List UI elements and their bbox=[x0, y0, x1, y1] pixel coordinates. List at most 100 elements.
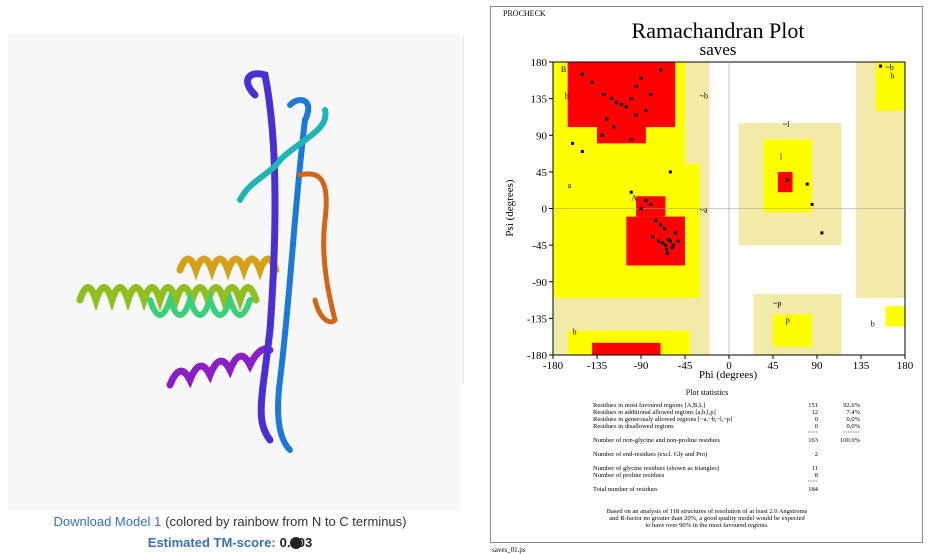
residue-point bbox=[659, 223, 662, 226]
stats-title: Plot statistics bbox=[686, 388, 728, 397]
region bbox=[597, 123, 646, 143]
residue-point bbox=[786, 179, 789, 182]
region-label: b bbox=[890, 71, 894, 80]
download-note: (colored by rainbow from N to C terminus… bbox=[165, 514, 406, 529]
residue-point bbox=[644, 199, 647, 202]
region-label: b bbox=[573, 328, 577, 337]
note-line: Based on an analysis of 118 structures o… bbox=[607, 508, 808, 515]
residue-point bbox=[581, 150, 584, 153]
stat-count: 12 bbox=[812, 409, 819, 416]
region-label: b bbox=[871, 320, 875, 329]
region-label: b bbox=[565, 92, 569, 101]
residue-point bbox=[610, 97, 613, 100]
residue-point bbox=[669, 170, 672, 173]
residue-point bbox=[677, 240, 680, 243]
residue-point bbox=[630, 191, 633, 194]
stat-count: 11 bbox=[812, 465, 818, 472]
stat-label: Residues in most favoured regions [A,B,L… bbox=[593, 402, 705, 409]
stat-count: 0 bbox=[815, 416, 818, 423]
stat-label: Residues in additional allowed regions [… bbox=[593, 409, 716, 416]
residue-point bbox=[669, 240, 672, 243]
region-label: ~a bbox=[700, 206, 708, 215]
region-label: ~b bbox=[700, 92, 708, 101]
y-tick-label: -45 bbox=[532, 240, 547, 252]
residue-point bbox=[630, 97, 633, 100]
residue-point bbox=[640, 207, 643, 210]
residue-point bbox=[649, 203, 652, 206]
y-tick-label: -180 bbox=[527, 350, 548, 362]
procheck-header: PROCHECK bbox=[503, 9, 546, 18]
region-label: ~l bbox=[783, 120, 790, 129]
region bbox=[568, 62, 676, 127]
region bbox=[773, 314, 812, 347]
region bbox=[885, 306, 905, 326]
help-icon[interactable] bbox=[290, 537, 302, 549]
region bbox=[636, 196, 665, 216]
region bbox=[778, 172, 793, 192]
residue-point bbox=[879, 65, 882, 68]
x-tick-label: 90 bbox=[812, 360, 824, 372]
residue-point bbox=[615, 101, 618, 104]
stat-percent: 0.0% bbox=[846, 423, 860, 430]
residue-point bbox=[666, 252, 669, 255]
residue-point bbox=[657, 240, 660, 243]
y-tick-label: 45 bbox=[536, 167, 548, 179]
x-tick-label: 180 bbox=[897, 360, 914, 372]
residue-point bbox=[635, 85, 638, 88]
stat-label: Residues in generously allowed regions [… bbox=[593, 416, 732, 423]
stat-label: Total number of residues bbox=[593, 486, 658, 493]
y-tick-label: -135 bbox=[527, 313, 548, 325]
tm-line: Estimated TM-score:0.403 bbox=[148, 535, 312, 550]
x-tick-label: 45 bbox=[768, 360, 780, 372]
region bbox=[626, 217, 685, 266]
residue-point bbox=[665, 248, 668, 251]
plot-subtitle: saves bbox=[700, 40, 737, 59]
residue-point bbox=[605, 117, 608, 120]
residue-point bbox=[644, 109, 647, 112]
residue-point bbox=[659, 69, 662, 72]
stat-label: Residues in disallowed regions bbox=[593, 423, 674, 430]
stat-label: Number of end-residues (excl. Gly and Pr… bbox=[593, 451, 707, 458]
y-tick-label: 135 bbox=[531, 94, 548, 106]
footer: saves_01.ps bbox=[492, 546, 526, 554]
stat-count: 0 bbox=[815, 423, 818, 430]
region bbox=[592, 343, 660, 355]
stat-count: 2 bbox=[815, 451, 818, 458]
x-tick-label: -45 bbox=[678, 360, 693, 372]
download-link[interactable]: Download Model 1 bbox=[54, 514, 162, 529]
x-tick-label: -135 bbox=[587, 360, 608, 372]
y-axis-label: Psi (degrees) bbox=[504, 179, 516, 236]
page: { "left_panel": { "download_link": "Down… bbox=[0, 0, 932, 554]
stat-count: 184 bbox=[808, 486, 819, 493]
stat-percent: 0.0% bbox=[846, 416, 860, 423]
y-tick-label: 0 bbox=[542, 204, 548, 216]
stat-count: 8 bbox=[815, 472, 818, 479]
residue-point bbox=[806, 183, 809, 186]
residue-point bbox=[581, 73, 584, 76]
residue-point bbox=[630, 138, 633, 141]
residue-point bbox=[654, 219, 657, 222]
residue-point bbox=[625, 105, 628, 108]
stat-percent: 7.4% bbox=[846, 409, 860, 416]
viewer-background bbox=[8, 34, 460, 510]
stat-label: Number of non-glycine and non-proline re… bbox=[593, 437, 720, 444]
region-label: p bbox=[786, 315, 790, 324]
residue-point bbox=[640, 77, 643, 80]
note-line: to have over 90% in the most favoured re… bbox=[645, 522, 769, 529]
residue-point bbox=[672, 244, 675, 247]
residue-point bbox=[663, 227, 666, 230]
stat-label: Number of glycine residues (shown as tri… bbox=[593, 465, 719, 472]
residue-point bbox=[811, 203, 814, 206]
x-tick-label: 0 bbox=[726, 360, 732, 372]
note-line: and R-factor no greater than 20%, a good… bbox=[609, 515, 805, 522]
residue-point bbox=[635, 113, 638, 116]
download-line: Download Model 1(colored by rainbow from… bbox=[54, 514, 407, 529]
residue-point bbox=[664, 244, 667, 247]
screenshot: Download Model 1(colored by rainbow from… bbox=[0, 0, 932, 554]
body: Download Model 1(colored by rainbow from… bbox=[0, 0, 932, 554]
residue-point bbox=[649, 93, 652, 96]
residue-point bbox=[602, 93, 605, 96]
residue-point bbox=[571, 142, 574, 145]
stat-label: Number of proline residues bbox=[593, 472, 665, 479]
stat-count: 163 bbox=[808, 437, 818, 444]
